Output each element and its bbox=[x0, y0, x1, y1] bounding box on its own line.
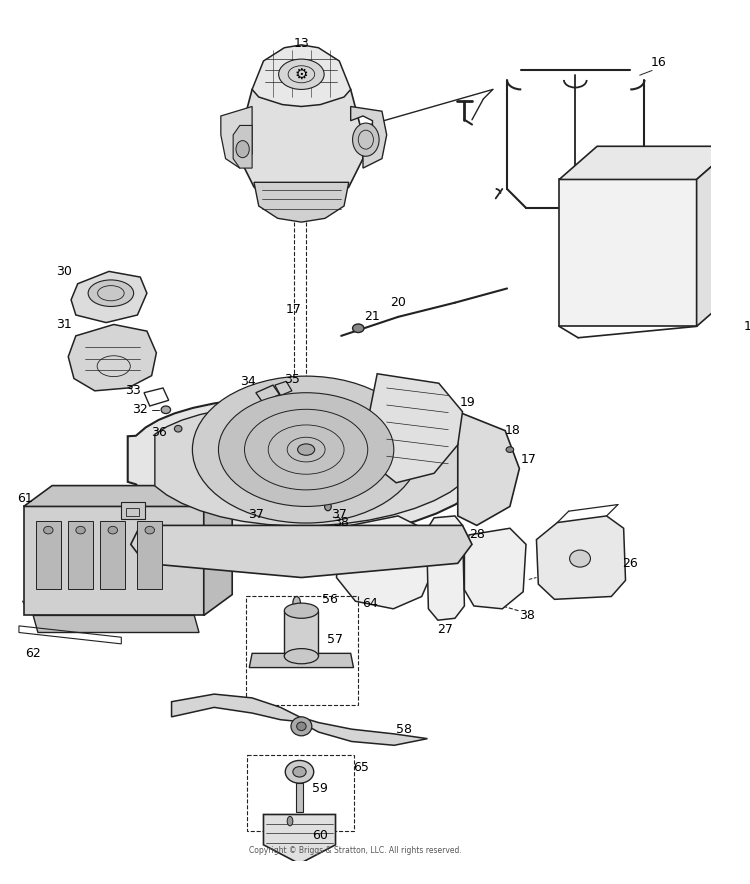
Polygon shape bbox=[154, 404, 476, 526]
Ellipse shape bbox=[161, 406, 170, 414]
Polygon shape bbox=[427, 516, 464, 621]
Bar bbox=[100, 521, 125, 589]
Ellipse shape bbox=[569, 550, 590, 568]
Polygon shape bbox=[204, 485, 232, 615]
Bar bbox=[126, 508, 140, 516]
Text: BRIGGS
STRATTON: BRIGGS STRATTON bbox=[260, 423, 441, 485]
Text: 35: 35 bbox=[284, 373, 300, 386]
Ellipse shape bbox=[325, 502, 332, 511]
Ellipse shape bbox=[291, 717, 312, 735]
Text: 57: 57 bbox=[326, 633, 343, 645]
Text: 19: 19 bbox=[460, 396, 476, 408]
Text: 21: 21 bbox=[364, 310, 380, 324]
Ellipse shape bbox=[175, 425, 182, 432]
Bar bbox=[247, 597, 358, 705]
Ellipse shape bbox=[292, 597, 301, 610]
Polygon shape bbox=[130, 525, 472, 577]
Text: 32: 32 bbox=[133, 403, 148, 416]
Text: 17: 17 bbox=[286, 303, 302, 316]
Text: 62: 62 bbox=[26, 647, 41, 659]
Bar bbox=[296, 783, 303, 812]
Ellipse shape bbox=[297, 722, 306, 730]
Ellipse shape bbox=[298, 444, 315, 455]
Ellipse shape bbox=[352, 324, 364, 332]
Text: 15: 15 bbox=[744, 320, 750, 333]
Text: 13: 13 bbox=[293, 37, 309, 50]
Bar bbox=[137, 521, 162, 589]
Text: 37: 37 bbox=[248, 507, 264, 521]
Ellipse shape bbox=[76, 526, 86, 534]
Polygon shape bbox=[697, 146, 734, 326]
Bar bbox=[36, 521, 61, 589]
Text: Copyright © Briggs & Stratton, LLC. All rights reserved.: Copyright © Briggs & Stratton, LLC. All … bbox=[249, 846, 462, 855]
Polygon shape bbox=[71, 271, 147, 323]
Polygon shape bbox=[128, 397, 495, 538]
Polygon shape bbox=[560, 179, 697, 326]
Text: 58: 58 bbox=[396, 723, 412, 735]
Polygon shape bbox=[263, 814, 335, 864]
Polygon shape bbox=[368, 374, 463, 483]
Polygon shape bbox=[458, 412, 520, 525]
Text: 30: 30 bbox=[56, 265, 73, 278]
Text: 33: 33 bbox=[124, 385, 140, 397]
Polygon shape bbox=[172, 694, 428, 745]
Bar bbox=[284, 611, 319, 656]
Text: ⚙: ⚙ bbox=[295, 67, 308, 81]
Text: 31: 31 bbox=[56, 318, 72, 331]
Text: 18: 18 bbox=[506, 424, 521, 437]
Polygon shape bbox=[68, 324, 157, 391]
Polygon shape bbox=[351, 106, 387, 168]
Text: 38: 38 bbox=[519, 609, 535, 622]
Ellipse shape bbox=[285, 760, 314, 783]
Text: 16: 16 bbox=[651, 57, 667, 69]
Ellipse shape bbox=[352, 123, 379, 156]
Ellipse shape bbox=[292, 766, 306, 777]
Bar bbox=[68, 521, 93, 589]
Text: 28: 28 bbox=[469, 529, 484, 541]
Polygon shape bbox=[249, 653, 353, 667]
Polygon shape bbox=[220, 106, 252, 168]
Ellipse shape bbox=[268, 492, 274, 501]
Text: 37: 37 bbox=[332, 507, 347, 521]
Text: 65: 65 bbox=[353, 760, 369, 774]
Bar bbox=[248, 755, 353, 831]
Polygon shape bbox=[337, 516, 436, 609]
Ellipse shape bbox=[279, 59, 324, 89]
Polygon shape bbox=[560, 146, 734, 179]
Ellipse shape bbox=[287, 816, 292, 826]
Text: 17: 17 bbox=[521, 453, 537, 466]
Text: 36: 36 bbox=[152, 426, 167, 439]
Ellipse shape bbox=[44, 526, 53, 534]
Polygon shape bbox=[464, 529, 526, 609]
Polygon shape bbox=[24, 485, 233, 507]
Text: 27: 27 bbox=[437, 623, 454, 636]
Text: 20: 20 bbox=[390, 296, 406, 309]
Ellipse shape bbox=[193, 376, 420, 523]
Text: 26: 26 bbox=[622, 557, 638, 570]
Ellipse shape bbox=[284, 603, 319, 618]
Ellipse shape bbox=[506, 446, 514, 453]
Ellipse shape bbox=[88, 280, 134, 307]
Text: 61: 61 bbox=[17, 492, 33, 506]
Bar bbox=[122, 502, 145, 519]
Ellipse shape bbox=[108, 526, 118, 534]
Text: 34: 34 bbox=[241, 375, 256, 388]
Ellipse shape bbox=[218, 392, 394, 507]
Polygon shape bbox=[233, 126, 252, 168]
Text: 56: 56 bbox=[322, 593, 338, 606]
Text: 38: 38 bbox=[333, 516, 350, 529]
Ellipse shape bbox=[145, 526, 154, 534]
Text: 64: 64 bbox=[362, 597, 377, 610]
Text: 60: 60 bbox=[313, 829, 328, 842]
Polygon shape bbox=[33, 615, 199, 632]
Ellipse shape bbox=[284, 649, 319, 664]
Polygon shape bbox=[240, 89, 363, 206]
Polygon shape bbox=[254, 182, 349, 222]
Polygon shape bbox=[536, 516, 626, 599]
Text: 59: 59 bbox=[313, 782, 328, 796]
Polygon shape bbox=[252, 45, 351, 106]
Ellipse shape bbox=[236, 141, 249, 157]
Polygon shape bbox=[24, 507, 204, 615]
